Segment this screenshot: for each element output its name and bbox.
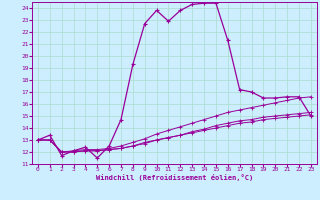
X-axis label: Windchill (Refroidissement éolien,°C): Windchill (Refroidissement éolien,°C) [96,174,253,181]
